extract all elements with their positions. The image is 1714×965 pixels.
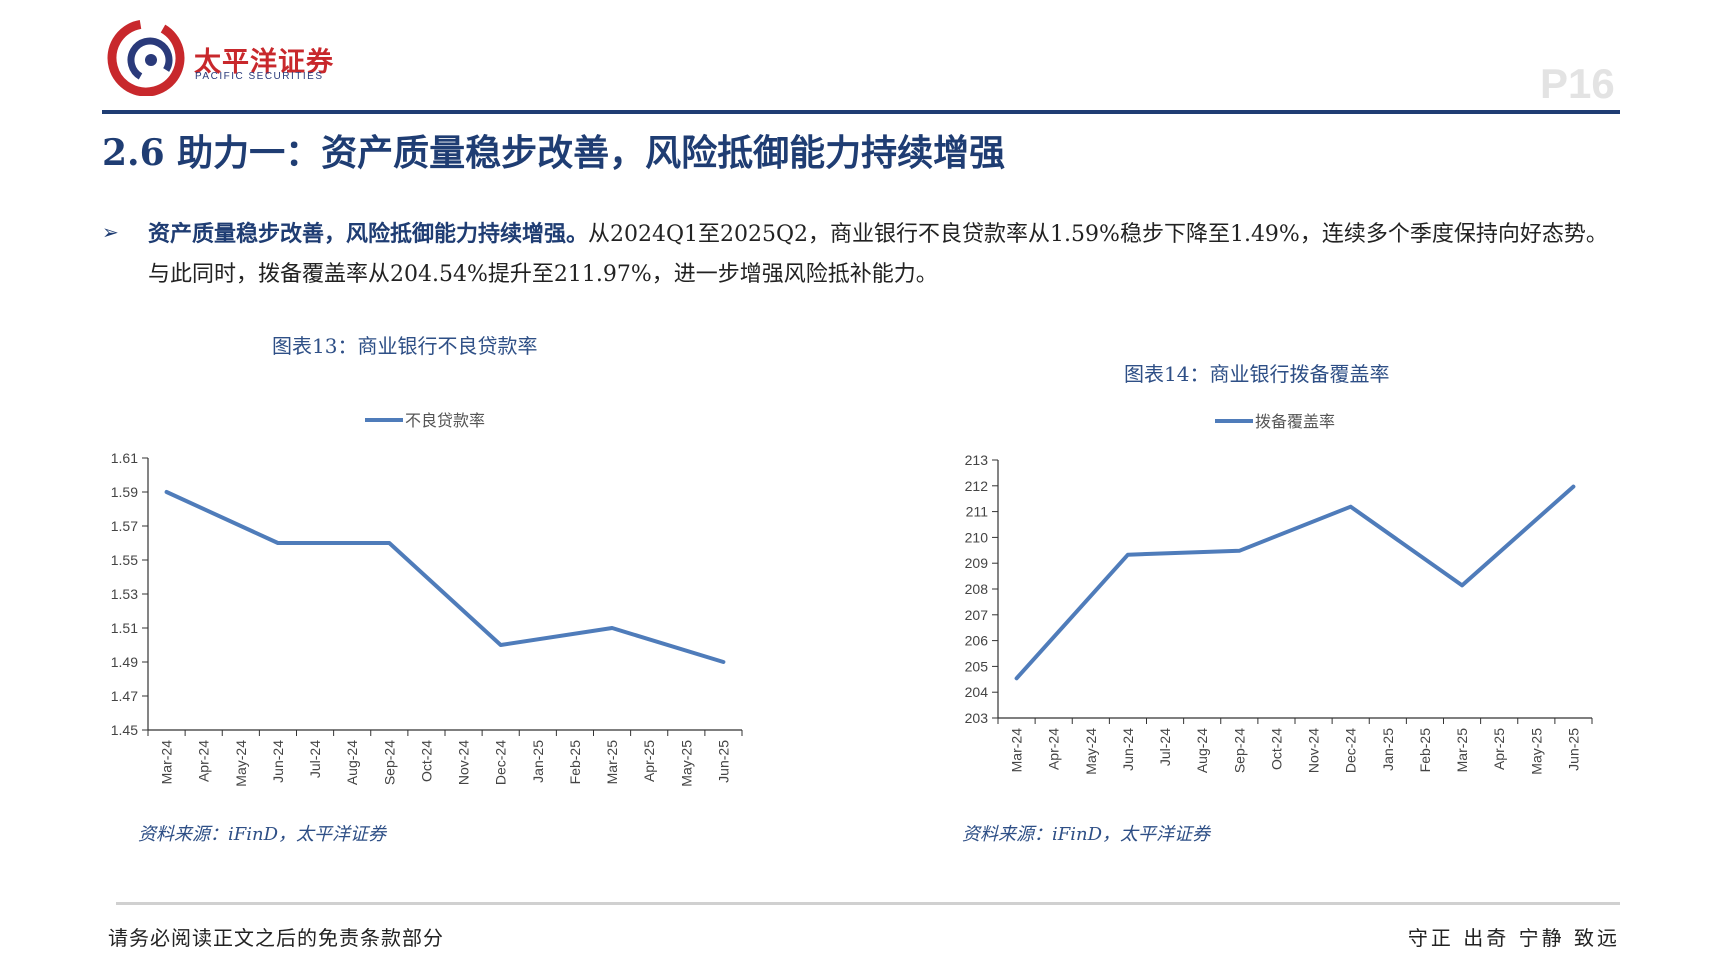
x-tick-label: Apr-24	[1046, 728, 1062, 770]
x-tick-label: Jan-25	[1380, 728, 1396, 771]
y-tick-label: 1.49	[111, 654, 138, 670]
x-tick-label: Jun-24	[270, 740, 286, 783]
y-tick-label: 1.57	[111, 518, 138, 534]
section-title: 2.6 助力一：资产质量稳步改善，风险抵御能力持续增强	[102, 132, 1006, 174]
x-tick-label: Feb-25	[567, 740, 583, 785]
legend: 不良贷款率	[365, 411, 485, 430]
y-tick-label: 1.55	[111, 552, 138, 568]
x-tick-label: Oct-24	[1268, 728, 1284, 770]
x-tick-label: Mar-25	[604, 740, 620, 785]
x-tick-label: Jun-25	[715, 740, 731, 783]
y-tick-label: 212	[965, 478, 989, 494]
x-tick-label: Jan-25	[530, 740, 546, 783]
npl-ratio-chart: 不良贷款率 1.61 1.59 1.57 1.55 1.53 1.51 1.49 1.47 1.4…	[111, 411, 743, 787]
disclaimer-text: 请务必阅读正文之后的免责条款部分	[108, 926, 444, 950]
x-tick-label: Sep-24	[1231, 728, 1247, 773]
x-tick-label: Apr-24	[196, 740, 212, 782]
y-tick-label: 1.47	[111, 688, 138, 704]
y-tick-label: 210	[965, 529, 989, 545]
legend-label: 不良贷款率	[405, 411, 485, 430]
x-tick-label: Mar-25	[1454, 728, 1470, 773]
x-tick-label: May-25	[678, 740, 694, 787]
y-tick-label: 1.61	[111, 450, 138, 466]
x-tick-label: Dec-24	[493, 740, 509, 785]
x-tick-label: Nov-24	[1306, 728, 1322, 773]
y-tick-label: 208	[965, 581, 989, 597]
body-paragraph: 资产质量稳步改善，风险抵御能力持续增强。从2024Q1至2025Q2，商业银行不…	[148, 214, 1610, 295]
y-tick-label: 1.59	[111, 484, 138, 500]
x-tick-label: May-25	[1528, 728, 1544, 775]
series-line	[1014, 484, 1576, 681]
x-tick-label: Apr-25	[1491, 728, 1507, 770]
x-tick-label: Aug-24	[1194, 728, 1210, 773]
page-number: P16	[1540, 60, 1615, 107]
x-tick-label: Feb-25	[1417, 728, 1433, 773]
x-tick-label: Sep-24	[381, 740, 397, 785]
y-tick-label: 205	[965, 658, 989, 674]
paragraph-highlight: 资产质量稳步改善，风险抵御能力持续增强。	[148, 221, 589, 247]
y-tick-label: 1.53	[111, 586, 138, 602]
legend-label: 拨备覆盖率	[1255, 412, 1335, 431]
paragraph-text: 从2024Q1至2025Q2，商业银行不良贷款率从1.59%稳步下降至1.49%…	[148, 222, 1608, 287]
y-tick-label: 207	[965, 607, 989, 623]
x-tick-label: Jul-24	[307, 740, 323, 778]
y-tick-label: 211	[966, 504, 989, 520]
x-tick-label: May-24	[233, 740, 249, 787]
header-divider	[102, 110, 1620, 114]
footer-divider	[116, 902, 1620, 905]
pacific-securities-logo	[107, 19, 185, 96]
x-tick-label: Jun-25	[1565, 728, 1581, 771]
x-tick-label: Oct-24	[418, 740, 434, 782]
x-tick-label: Aug-24	[344, 740, 360, 785]
x-tick-label: Apr-25	[641, 740, 657, 782]
x-tick-label: Mar-24	[1009, 728, 1025, 773]
y-tick-label: 206	[965, 633, 989, 649]
x-tick-label: Dec-24	[1343, 728, 1359, 773]
y-tick-label: 1.51	[111, 620, 138, 636]
x-tick-label: Jul-24	[1157, 728, 1173, 766]
x-tick-label: Nov-24	[456, 740, 472, 785]
chart-13-source: 资料来源：iFinD，太平洋证券	[138, 824, 387, 845]
provision-coverage-chart: 拨备覆盖率 213 212 211 210 209 208 207 206 205 204 203 Ma…	[965, 412, 1593, 775]
slogan-text: 守正 出奇 宁静 致远	[1407, 926, 1620, 950]
brand-name-cn: 太平洋证券	[194, 47, 334, 78]
y-tick-label: 213	[965, 452, 989, 468]
x-tick-label: Mar-24	[159, 740, 175, 785]
y-tick-label: 1.45	[111, 722, 138, 738]
chart-14-source: 资料来源：iFinD，太平洋证券	[962, 824, 1211, 845]
y-tick-label: 203	[965, 710, 989, 726]
y-tick-label: 204	[965, 684, 989, 700]
brand-name-en: PACIFIC SECURITIES	[195, 71, 324, 82]
bullet-arrow-icon: ➢	[102, 220, 119, 244]
legend: 拨备覆盖率	[1215, 412, 1335, 431]
x-tick-label: May-24	[1083, 728, 1099, 775]
chart-13-title: 图表13：商业银行不良贷款率	[272, 334, 538, 358]
x-tick-label: Jun-24	[1120, 728, 1136, 771]
y-tick-label: 209	[965, 555, 989, 571]
series-line	[164, 490, 726, 664]
chart-14-title: 图表14：商业银行拨备覆盖率	[1124, 362, 1390, 386]
